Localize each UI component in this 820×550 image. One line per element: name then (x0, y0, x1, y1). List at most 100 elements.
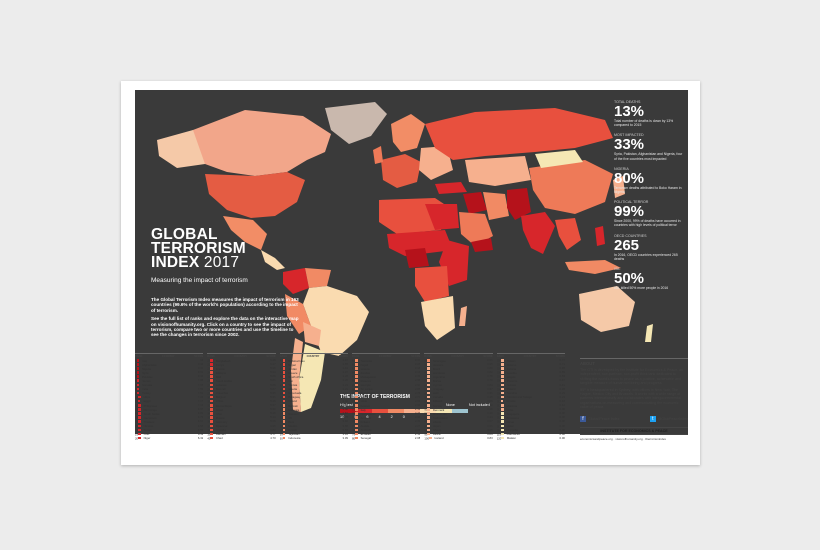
map-uk (373, 146, 383, 164)
country-name: UK (288, 415, 293, 420)
rank-number: 71 (352, 399, 356, 404)
stat-label: TOTAL DEATHS (614, 100, 641, 104)
country-name: Cyprus (432, 383, 442, 388)
rank-number: 91 (424, 399, 428, 404)
table-row: 35 Russia 5.23 (207, 415, 275, 420)
world-map (157, 102, 653, 412)
table-row: 85 Argentina 1.76 (424, 375, 492, 379)
score-swatch (355, 375, 358, 378)
legend-none: None (445, 403, 455, 407)
rank-number: 16 (135, 419, 139, 424)
table-row: 32 Mozambique 5.37 (207, 403, 275, 408)
score-swatch (138, 424, 141, 427)
table-row: 13 DR Congo 6.97 (135, 407, 203, 412)
score-swatch (427, 367, 430, 370)
legend-tick: 10 (340, 415, 345, 419)
country-score: 5.68 (270, 382, 276, 387)
table-row: 39 Bahrain 4.77 (207, 431, 276, 437)
country-score: 2.66 (414, 398, 421, 403)
rank-number: 81 (424, 358, 428, 363)
country-score: 0.53 (559, 374, 565, 379)
score-swatch (355, 420, 358, 423)
table-row: 109 Namibia 0.29 (497, 391, 565, 396)
score-swatch (355, 436, 358, 440)
rank-header-cell: RANK (279, 355, 288, 358)
map-saudi (459, 212, 493, 246)
rank-number: 43 (279, 366, 283, 371)
map-philippines (595, 226, 605, 246)
country-name: Somalia (142, 383, 153, 388)
rank-number: 54 (279, 411, 283, 416)
table-row: 4 Syria 8.62 (135, 370, 203, 375)
rank-number: 18 (135, 428, 139, 433)
rank-number: 55 (279, 415, 283, 420)
score-swatch (210, 379, 213, 382)
rank-number: 28 (207, 387, 211, 392)
rank-header: RANK COUNTRY SCORE (424, 355, 492, 358)
score-swatch (138, 412, 141, 415)
table-row: 72 Kosovo 2.60 (352, 403, 420, 408)
score-swatch (282, 379, 286, 382)
score-swatch (429, 436, 432, 440)
country-name: Honduras (432, 370, 446, 375)
country-score: 7.17 (197, 398, 204, 403)
rank-number: 56 (279, 419, 283, 424)
country-score: 2.40 (414, 415, 421, 420)
table-row: 45 South Africa 4.28 (280, 375, 348, 379)
country-score: 6.79 (197, 415, 204, 420)
score-swatch (427, 383, 430, 387)
score-swatch (501, 383, 504, 387)
country-name: Angola (506, 374, 516, 379)
country-score: 5.08 (270, 419, 276, 424)
rank-number: 83 (424, 366, 428, 371)
country-name: Tajikistan (288, 432, 300, 437)
score-swatch (501, 408, 504, 411)
map-central-africa (415, 266, 449, 302)
country-score: 5.81 (270, 378, 276, 383)
country-score: 4.77 (270, 431, 276, 436)
country-score: 5.96 (270, 366, 276, 371)
rank-number: 58 (279, 428, 283, 433)
country-name: Uruguay (432, 387, 444, 392)
table-row: 30 Belgium 5.51 (207, 395, 275, 400)
country-name: Mauritania (506, 432, 520, 437)
score-swatch (138, 404, 141, 407)
score-swatch (427, 375, 430, 378)
rank-number: 7 (135, 383, 137, 387)
score-swatch (138, 416, 141, 419)
legend-highest: Highest (340, 403, 353, 407)
twitter-link[interactable]: t @GlobPeaceIndex (649, 415, 688, 422)
facebook-label: Global Peace Index (588, 416, 620, 421)
score-swatch (427, 424, 430, 427)
country-score: 5.55 (270, 390, 276, 395)
country-score: 1.01 (487, 423, 493, 428)
table-row: 120 Malawi 0.00 (497, 436, 565, 441)
table-row: 68 Sri Lanka 2.85 (352, 387, 420, 392)
score-swatch (138, 432, 141, 436)
country-name: Colombia (215, 391, 228, 396)
country-score: 2.98 (414, 378, 421, 383)
table-row: 77 Austria 2.27 (352, 424, 420, 429)
rank-number: 9 (135, 391, 137, 395)
rank-column: RANKCOUNTRYSCORE1Iraq102Afghanistan9.443… (135, 353, 204, 457)
country-name: Austria (360, 424, 370, 428)
facebook-icon: f (580, 415, 586, 422)
score-swatch (501, 391, 504, 395)
country-score: 1.89 (487, 366, 493, 371)
table-row: 65 Madagascar 3.04 (352, 375, 420, 379)
org-urls: economicsandpeace.org · visionofhumanity… (580, 436, 666, 441)
country-score: 4.70 (270, 435, 276, 440)
country-name: Latvia (432, 432, 441, 437)
map-bolivia (303, 322, 321, 346)
score-swatch (282, 412, 286, 415)
table-row: 47 Tunisia 4.24 (280, 383, 348, 388)
table-row: 55 UK 3.75 (279, 415, 348, 420)
table-row: 37 Myanmar 4.95 (207, 424, 275, 429)
legend-tick: 2 (390, 415, 393, 419)
facebook-link[interactable]: f Global Peace Index (580, 415, 620, 422)
country-name: Jordan (288, 366, 297, 371)
table-row: 10 Libya 7.26 (135, 395, 203, 400)
table-row: 16 Thailand 6.61 (135, 420, 203, 424)
country-score: 1.45 (487, 394, 493, 399)
country-score: 2.54 (414, 407, 421, 412)
